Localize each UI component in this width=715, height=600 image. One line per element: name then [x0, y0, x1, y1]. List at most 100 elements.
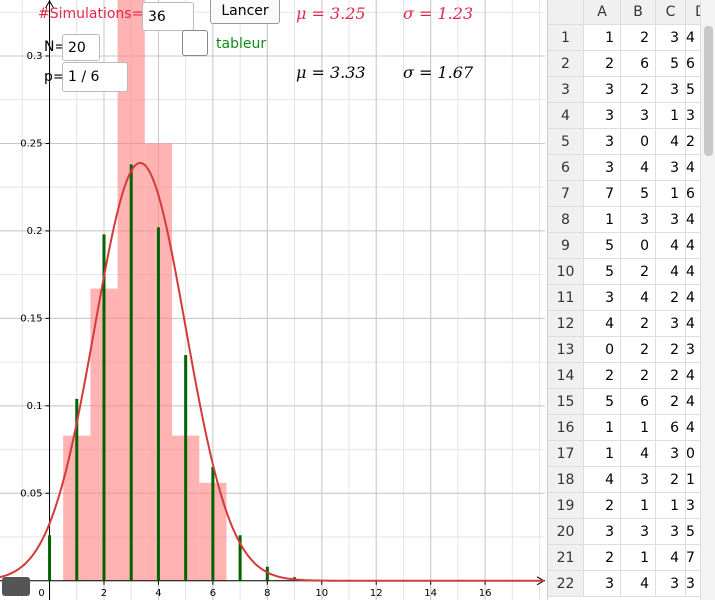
cell: 1: [584, 207, 621, 233]
n-input[interactable]: 20: [62, 34, 100, 61]
simulations-input[interactable]: 36: [142, 2, 194, 31]
tableur-label: tableur: [216, 36, 267, 52]
y-tick-label: 0.2: [27, 226, 43, 237]
cell: 4: [621, 285, 656, 311]
cell: 7: [584, 181, 621, 207]
p-label: p=: [44, 69, 65, 85]
spreadsheet: ABCD112342265633235433135304263434775168…: [547, 0, 715, 600]
y-tick-label: 0.15: [20, 313, 42, 324]
row-header: 18: [548, 467, 584, 493]
y-tick-label: 0.1: [27, 401, 43, 412]
cell: 3: [584, 129, 621, 155]
cell: 2: [656, 389, 686, 415]
cell: 2: [621, 363, 656, 389]
cell: 0: [584, 337, 621, 363]
cell: 1: [584, 25, 621, 51]
cell: 1: [621, 415, 656, 441]
cell: 2: [656, 363, 686, 389]
row-header: 21: [548, 545, 584, 571]
cell: 5: [584, 389, 621, 415]
row-header: 7: [548, 181, 584, 207]
cell: 3: [656, 311, 686, 337]
cell: 5: [656, 51, 686, 77]
scrollbar[interactable]: [700, 0, 715, 600]
model-sd: σ = 1.67: [403, 63, 474, 82]
x-tick-label: 8: [264, 588, 270, 599]
row-header: 16: [548, 415, 584, 441]
p-input[interactable]: 1 / 6: [62, 62, 128, 92]
row-header: 22: [548, 571, 584, 597]
cell: 2: [621, 77, 656, 103]
simulations-label: #Simulations=: [38, 6, 144, 22]
row-header: 1: [548, 25, 584, 51]
tableur-checkbox[interactable]: [182, 30, 208, 56]
y-tick-label: 0.25: [20, 138, 42, 149]
cell: 6: [656, 415, 686, 441]
cell: 4: [584, 467, 621, 493]
model-mean: μ = 3.33: [296, 63, 366, 82]
x-tick-label: 14: [424, 588, 437, 599]
cell: 4: [621, 441, 656, 467]
cell: 2: [584, 493, 621, 519]
cell: 5: [584, 259, 621, 285]
row-header: 10: [548, 259, 584, 285]
row-header: 9: [548, 233, 584, 259]
cell: 5: [621, 181, 656, 207]
row-header: 5: [548, 129, 584, 155]
x-tick-label: 12: [370, 588, 383, 599]
row-header: 17: [548, 441, 584, 467]
x-tick-label: 2: [101, 588, 107, 599]
cell: 3: [621, 467, 656, 493]
row-header: 19: [548, 493, 584, 519]
row-header: 2: [548, 51, 584, 77]
cell: 3: [584, 77, 621, 103]
row-header: 14: [548, 363, 584, 389]
cell: 3: [584, 519, 621, 545]
cell: 4: [656, 259, 686, 285]
cell: 3: [656, 207, 686, 233]
column-header: C: [656, 0, 686, 25]
cell: 2: [621, 311, 656, 337]
cell: 3: [621, 103, 656, 129]
cell: 0: [621, 233, 656, 259]
cell: 6: [621, 51, 656, 77]
x-tick-label: 6: [210, 588, 216, 599]
cell: 1: [584, 441, 621, 467]
scroll-thumb[interactable]: [704, 26, 713, 156]
column-header: A: [584, 0, 621, 25]
cell: 2: [584, 363, 621, 389]
cell: 4: [621, 155, 656, 181]
cell: 2: [621, 25, 656, 51]
cell: 1: [621, 493, 656, 519]
cell: 3: [656, 77, 686, 103]
cell: 4: [584, 311, 621, 337]
cell: 5: [584, 233, 621, 259]
row-header: 6: [548, 155, 584, 181]
x-tick-label: 4: [155, 588, 161, 599]
cell: 2: [656, 285, 686, 311]
cell: 3: [584, 155, 621, 181]
row-header: 15: [548, 389, 584, 415]
cell: 0: [621, 129, 656, 155]
row-header: 8: [548, 207, 584, 233]
cell: 4: [656, 545, 686, 571]
cell: 3: [656, 25, 686, 51]
cell: 3: [621, 207, 656, 233]
cell: 2: [584, 51, 621, 77]
cell: 2: [621, 337, 656, 363]
keyboard-icon[interactable]: [2, 577, 30, 596]
column-header: B: [621, 0, 656, 25]
corner-cell: [548, 0, 584, 25]
cell: 3: [584, 103, 621, 129]
cell: 4: [656, 233, 686, 259]
cell: 2: [584, 545, 621, 571]
row-header: 11: [548, 285, 584, 311]
cell: 1: [584, 415, 621, 441]
cell: 2: [656, 467, 686, 493]
cell: 3: [656, 519, 686, 545]
y-tick-label: 0.05: [20, 488, 42, 499]
cell: 3: [584, 571, 621, 597]
cell: 4: [656, 129, 686, 155]
lancer-button[interactable]: Lancer: [210, 0, 280, 24]
